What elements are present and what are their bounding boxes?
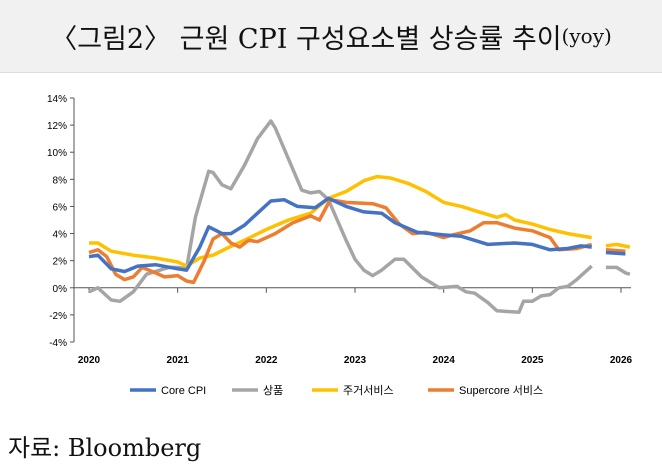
title-suffix: (yoy) — [561, 24, 612, 48]
series-line-3 — [605, 248, 626, 253]
title-text: 〈그림2〉 근원 CPI 구성요소별 상승률 추이 — [50, 23, 562, 55]
series-line-0 — [88, 196, 592, 274]
y-tick-label: 10% — [47, 148, 67, 159]
series-line-0 — [605, 250, 626, 256]
legend-label: 상품 — [263, 384, 283, 397]
y-tick-label: 12% — [47, 121, 67, 132]
legend-label: 주거서비스 — [343, 384, 394, 397]
y-tick-label: 4% — [53, 230, 68, 241]
y-tick-label: -2% — [49, 311, 67, 322]
legend-label: Supercore 서비스 — [459, 384, 543, 397]
series-line-1 — [88, 119, 593, 314]
x-tick-label: 2024 — [433, 355, 456, 366]
series-line-1 — [605, 265, 631, 276]
legend-label: Core CPI — [161, 385, 206, 397]
x-tick-label: 2021 — [167, 355, 190, 366]
series-line-2 — [89, 174, 592, 268]
source-note: 자료: Bloomberg — [8, 434, 202, 462]
line-chart: -4% -2% 0% 2% 4% 6% 8% 10% 12% 14% 2020 2021 2022 202… — [47, 94, 633, 397]
y-tick-label: 6% — [53, 202, 68, 213]
y-tick-label: 2% — [53, 257, 68, 268]
y-tick-label: 0% — [53, 284, 68, 295]
x-tick-label: 2020 — [78, 355, 101, 366]
series-line-3 — [88, 197, 593, 285]
x-tick-label: 2023 — [344, 355, 367, 366]
y-tick-label: 14% — [47, 94, 67, 105]
x-tick-label: 2026 — [610, 355, 633, 366]
y-tick-label: 8% — [53, 175, 68, 186]
series-line-2 — [605, 242, 631, 249]
x-tick-label: 2022 — [255, 355, 278, 366]
y-tick-label: -4% — [49, 338, 67, 349]
x-tick-label: 2025 — [521, 355, 544, 366]
chart-title: 〈그림2〉 근원 CPI 구성요소별 상승률 추이 (yoy) — [0, 0, 662, 73]
